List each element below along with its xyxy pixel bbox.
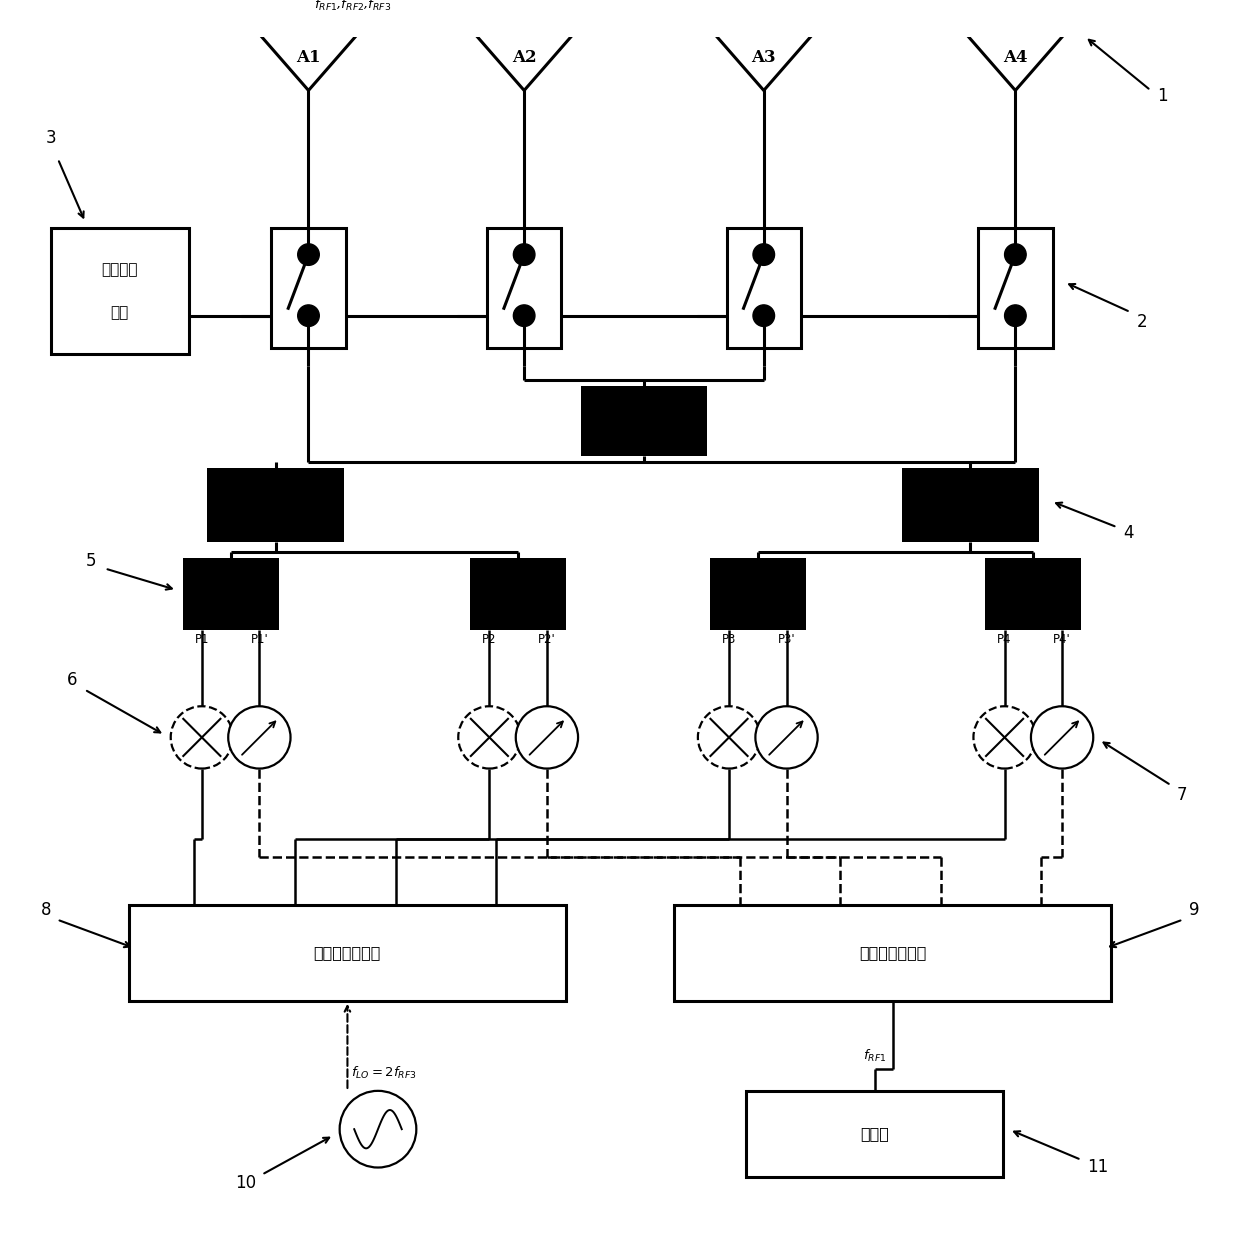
Circle shape [753, 243, 775, 266]
Text: 4: 4 [1123, 524, 1133, 543]
Bar [727, 229, 801, 349]
Bar [978, 229, 1053, 349]
Text: A4: A4 [1003, 49, 1028, 66]
Circle shape [171, 706, 233, 769]
Circle shape [298, 305, 319, 326]
Text: 9: 9 [1189, 901, 1199, 918]
Text: P4: P4 [997, 633, 1012, 646]
Text: A1: A1 [296, 49, 321, 66]
Text: 2: 2 [1136, 313, 1147, 331]
Text: 10: 10 [234, 1174, 255, 1192]
Text: 11: 11 [1087, 1158, 1109, 1175]
Text: 1: 1 [1157, 88, 1167, 105]
Polygon shape [466, 25, 582, 90]
Circle shape [1004, 243, 1027, 266]
Circle shape [513, 305, 534, 326]
Circle shape [516, 706, 578, 769]
Text: P3': P3' [777, 633, 795, 646]
Bar [207, 468, 345, 543]
Text: 7: 7 [1177, 786, 1188, 803]
Circle shape [753, 305, 775, 326]
Text: P4': P4' [1053, 633, 1071, 646]
Bar [129, 905, 567, 1001]
Bar [487, 229, 562, 349]
Text: $f_{LO}=2f_{RF3}$: $f_{LO}=2f_{RF3}$ [351, 1065, 417, 1082]
Bar [51, 229, 188, 353]
Text: $f_{RF1}$: $f_{RF1}$ [863, 1048, 887, 1064]
Text: P3: P3 [722, 633, 737, 646]
Bar [470, 557, 567, 629]
Text: 8: 8 [41, 901, 51, 918]
Text: A3: A3 [751, 49, 776, 66]
Circle shape [1030, 706, 1094, 769]
Text: 四路功率分配器: 四路功率分配器 [314, 946, 381, 960]
Polygon shape [707, 25, 821, 90]
Polygon shape [957, 25, 1073, 90]
Bar [745, 1091, 1003, 1177]
Text: 四路功率合成器: 四路功率合成器 [859, 946, 926, 960]
Bar [986, 557, 1081, 629]
Text: 电路: 电路 [110, 305, 129, 320]
Bar [582, 387, 707, 456]
Circle shape [1004, 305, 1027, 326]
Bar [182, 557, 279, 629]
Text: P1': P1' [250, 633, 268, 646]
Bar [709, 557, 806, 629]
Circle shape [298, 243, 319, 266]
Circle shape [973, 706, 1035, 769]
Text: 接收机: 接收机 [861, 1126, 889, 1142]
Polygon shape [250, 25, 366, 90]
Text: A2: A2 [512, 49, 537, 66]
Bar [272, 229, 346, 349]
Bar [901, 468, 1039, 543]
Text: $f_{RF1}$,$f_{RF2}$,$f_{RF3}$: $f_{RF1}$,$f_{RF2}$,$f_{RF3}$ [315, 0, 392, 12]
Text: P1: P1 [195, 633, 210, 646]
Bar [673, 905, 1111, 1001]
Circle shape [513, 243, 534, 266]
Circle shape [228, 706, 290, 769]
Text: 6: 6 [67, 671, 77, 688]
Text: P2: P2 [482, 633, 497, 646]
Text: 5: 5 [86, 552, 97, 570]
Circle shape [698, 706, 760, 769]
Text: P2': P2' [538, 633, 556, 646]
Text: 开关控制: 开关控制 [102, 262, 138, 277]
Circle shape [340, 1091, 417, 1168]
Circle shape [459, 706, 521, 769]
Circle shape [755, 706, 817, 769]
Text: 3: 3 [46, 129, 56, 147]
